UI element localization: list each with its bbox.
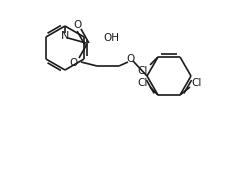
- Text: Cl: Cl: [137, 66, 147, 76]
- Text: Cl: Cl: [137, 78, 147, 88]
- Text: O: O: [70, 58, 78, 68]
- Text: O: O: [74, 20, 82, 30]
- Text: O: O: [126, 54, 134, 64]
- Text: OH: OH: [102, 33, 118, 43]
- Text: Cl: Cl: [191, 78, 202, 88]
- Text: N: N: [60, 31, 69, 41]
